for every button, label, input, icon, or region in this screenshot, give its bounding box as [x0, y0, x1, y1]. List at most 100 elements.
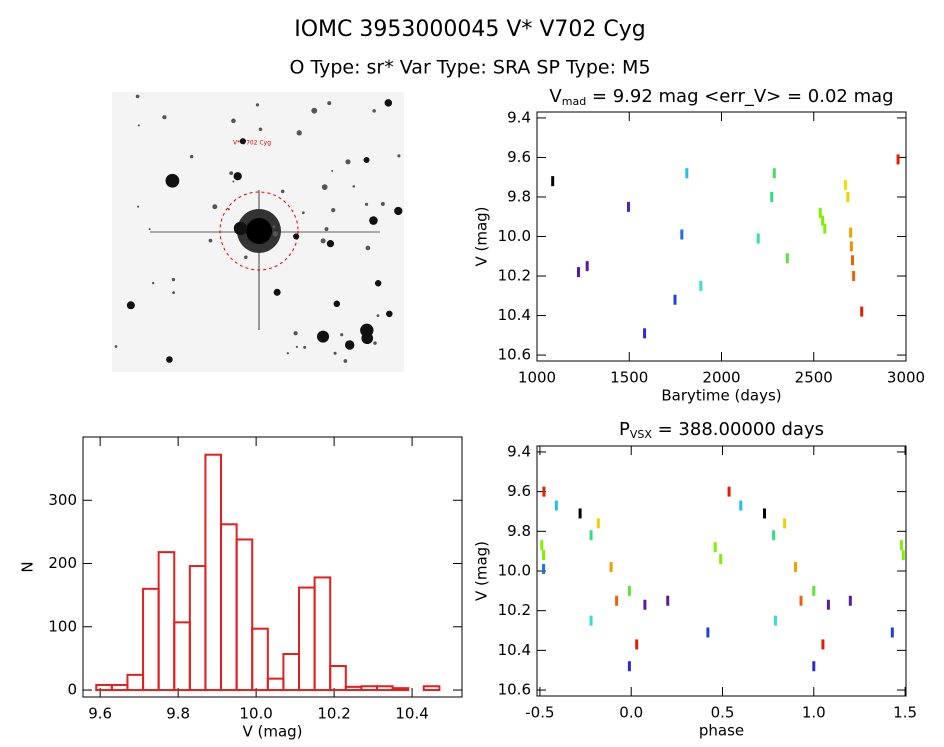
star	[280, 189, 285, 194]
star	[386, 310, 393, 318]
chart-title: Vmad = 9.92 mag <err_V> = 0.02 mag	[549, 86, 893, 108]
y-axis-label: N	[19, 561, 37, 572]
y-tick-label: 9.4	[507, 442, 531, 460]
x-tick-label: 1.5	[893, 704, 917, 722]
y-tick-label: 10.6	[498, 346, 531, 364]
star	[273, 288, 281, 296]
star	[232, 180, 235, 183]
star	[272, 231, 279, 237]
y-axis-label: V (mag)	[473, 206, 491, 266]
page-title: IOMC 3953000045 V* V702 Cyg	[294, 17, 646, 42]
y-tick-label: 200	[48, 554, 77, 572]
star	[296, 130, 302, 136]
histogram-bar	[391, 687, 410, 692]
histogram-bar	[329, 665, 347, 692]
star	[333, 351, 337, 355]
star	[384, 99, 393, 107]
y-tick-label: 10.4	[498, 641, 531, 659]
star	[137, 124, 140, 127]
star	[369, 216, 378, 225]
star	[272, 225, 276, 229]
star	[293, 331, 298, 336]
y-tick-label: 10.2	[498, 601, 531, 619]
star	[208, 238, 213, 243]
star	[352, 185, 356, 188]
star	[286, 352, 289, 355]
star	[364, 202, 369, 206]
y-tick-label: 9.4	[507, 108, 531, 126]
star	[137, 205, 140, 208]
title-subscript: VSX	[630, 428, 653, 441]
x-tick-label: 2500	[795, 369, 833, 387]
x-tick-label: -0.5	[525, 704, 554, 722]
star	[212, 204, 218, 210]
star	[343, 359, 348, 363]
x-axis-label: V (mag)	[242, 723, 302, 741]
page-subtitle: O Type: sr* Var Type: SRA SP Type: M5	[289, 57, 650, 79]
target-circle	[219, 191, 299, 271]
star	[229, 171, 234, 176]
histogram-bar	[235, 538, 254, 692]
star	[171, 277, 176, 282]
star	[363, 156, 370, 163]
star	[397, 154, 401, 158]
x-tick-label: 3000	[887, 369, 925, 387]
star	[162, 115, 167, 120]
title-rest: = 388.00000 days	[652, 419, 824, 440]
title-subscript: mad	[562, 95, 586, 108]
x-tick-label: 1500	[610, 369, 648, 387]
star	[372, 109, 376, 113]
x-tick-label: 10.2	[317, 705, 350, 723]
y-tick-label: 9.8	[507, 187, 531, 205]
star	[373, 341, 377, 345]
star	[376, 314, 380, 317]
star	[321, 184, 328, 190]
star	[231, 118, 236, 124]
x-tick-label: 9.8	[166, 705, 190, 723]
star	[255, 103, 260, 107]
star	[295, 345, 299, 348]
star	[311, 107, 318, 114]
y-tick-label: 10.4	[498, 306, 531, 324]
star	[233, 172, 242, 181]
star-field-image: V* V702 Cyg	[112, 92, 404, 372]
histogram-bar	[313, 576, 332, 692]
histogram-bar	[251, 627, 269, 692]
star	[324, 227, 329, 232]
title-main: P	[619, 419, 630, 440]
star	[172, 291, 175, 295]
y-tick-label: 9.8	[507, 522, 531, 540]
x-tick-label: 10.4	[395, 705, 428, 723]
x-tick-label: 2000	[702, 369, 740, 387]
star	[333, 300, 341, 308]
y-tick-label: 100	[48, 617, 77, 635]
y-tick-label: 300	[48, 491, 77, 509]
star	[331, 208, 336, 213]
x-tick-label: 1000	[518, 369, 556, 387]
star	[303, 345, 307, 349]
star	[345, 159, 351, 165]
star	[326, 240, 335, 248]
star	[114, 345, 118, 348]
target-label: V* V702 Cyg	[233, 140, 271, 147]
x-axis-label: phase	[699, 722, 744, 740]
star	[374, 280, 382, 287]
y-tick-label: 9.6	[507, 482, 531, 500]
y-axis-label: V (mag)	[473, 541, 491, 601]
star	[189, 154, 194, 159]
y-tick-label: 10.0	[498, 227, 531, 245]
star	[394, 206, 403, 216]
y-tick-label: 9.6	[507, 148, 531, 166]
star	[360, 323, 374, 337]
star	[293, 233, 300, 240]
x-tick-label: 1.0	[802, 704, 826, 722]
star	[148, 228, 151, 231]
x-tick-label: 0.0	[619, 704, 643, 722]
star	[365, 245, 371, 251]
star	[340, 333, 344, 337]
x-axis-label: Barytime (days)	[661, 387, 781, 405]
title-rest: = 9.92 mag <err_V> = 0.02 mag	[586, 86, 893, 107]
star	[151, 281, 155, 285]
star	[239, 138, 246, 145]
